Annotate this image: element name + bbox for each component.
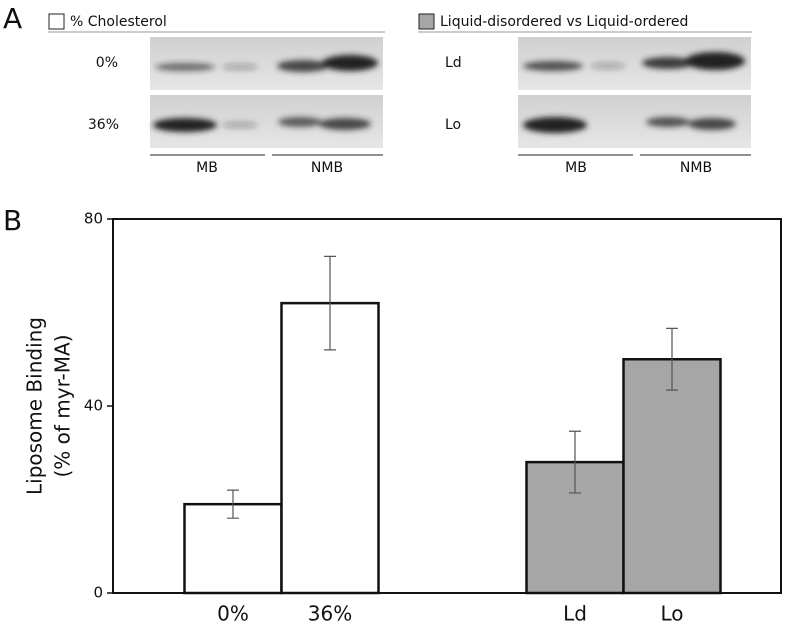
bar [622, 358, 722, 595]
legend-text: % Cholesterol [70, 14, 167, 30]
row-label: Lo [445, 117, 461, 133]
blot-image [150, 37, 383, 148]
bar [183, 502, 283, 595]
legend-swatch [418, 13, 435, 30]
row-label: Ld [445, 55, 462, 71]
x-tick-label: Lo [660, 602, 683, 626]
y-axis-label: (% of myr-MA) [51, 334, 75, 477]
y-tick-label: 0 [93, 584, 103, 602]
error-bar [569, 430, 581, 494]
lane-label: MB [196, 160, 218, 176]
x-tick-label: Ld [563, 602, 587, 626]
legend-text: Liquid-disordered vs Liquid-ordered [440, 14, 688, 30]
y-tick-label: 40 [84, 397, 103, 415]
panel-label: B [3, 204, 22, 237]
panel-label: A [3, 2, 22, 35]
row-label: 0% [96, 55, 118, 71]
error-bar [324, 255, 336, 351]
bar [280, 301, 380, 595]
lane-label: MB [565, 160, 587, 176]
error-bar [666, 327, 678, 391]
x-tick-label: 0% [217, 602, 249, 626]
y-axis-label: Liposome Binding [23, 317, 47, 495]
error-bar [227, 489, 239, 519]
legend-swatch [48, 13, 65, 30]
x-tick-label: 36% [308, 602, 352, 626]
lane-label: NMB [680, 160, 712, 176]
blot-image [518, 37, 751, 148]
y-tick-label: 80 [84, 210, 103, 228]
lane-label: NMB [311, 160, 343, 176]
row-label: 36% [88, 117, 119, 133]
